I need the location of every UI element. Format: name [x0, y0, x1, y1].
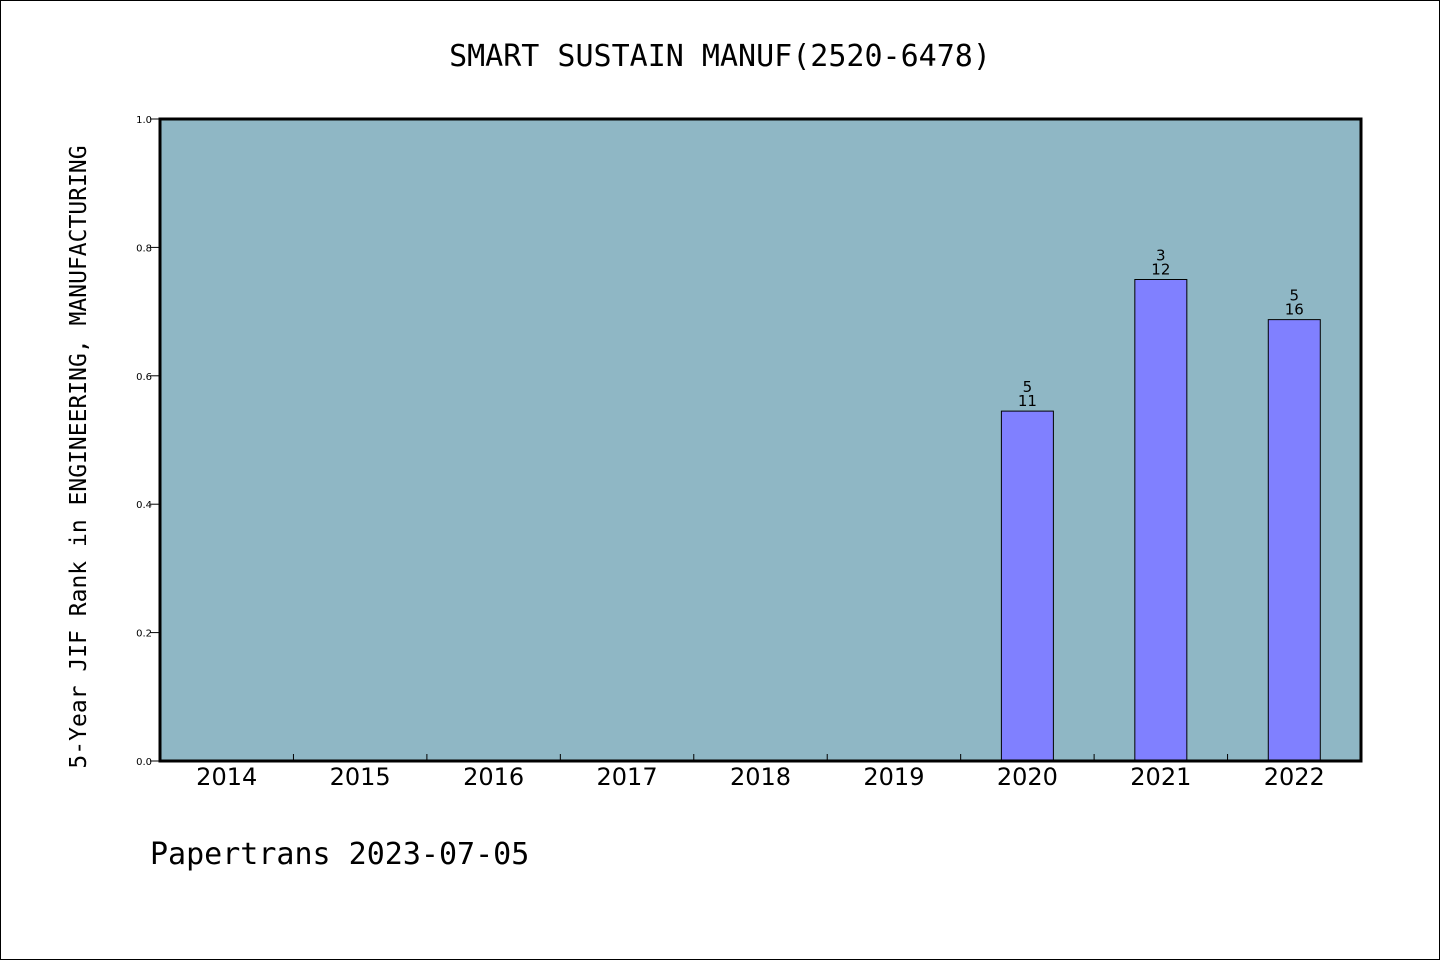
- x-tick-label-2016: 2016: [463, 763, 524, 791]
- x-tick-label-2018: 2018: [730, 763, 791, 791]
- bar-rank-label-2022: 5: [1290, 287, 1300, 305]
- y-tick-label-0.6: 0.6: [136, 372, 152, 383]
- bar-2021: [1134, 279, 1188, 762]
- x-axis-ticks: 2014 2015 2016 2017 2018 2019 2020 2021 2022: [196, 754, 1325, 791]
- x-tick-label-2021: 2021: [1130, 763, 1191, 791]
- x-tick-label-2014: 2014: [196, 763, 257, 791]
- x-tick-label-2019: 2019: [863, 763, 924, 791]
- bar-2022: [1267, 319, 1321, 762]
- bar-rank-label-2020: 5: [1023, 378, 1033, 396]
- y-tick-label-1.0: 1.0: [136, 115, 152, 126]
- x-tick-label-2017: 2017: [597, 763, 658, 791]
- chart-title: SMART SUSTAIN MANUF(2520-6478): [449, 39, 991, 74]
- y-tick-label-0.4: 0.4: [136, 500, 152, 511]
- x-tick-label-2015: 2015: [330, 763, 391, 791]
- bars-group: [1000, 279, 1321, 762]
- y-axis-label: 5-Year JIF Rank in ENGINEERING, MANUFACT…: [66, 145, 92, 768]
- footer-credit: Papertrans 2023-07-05: [150, 837, 529, 872]
- x-tick-label-2022: 2022: [1264, 763, 1325, 791]
- y-tick-label-0.0: 0.0: [136, 757, 152, 768]
- bar-total-label-2021: 12: [1151, 261, 1170, 279]
- bar-total-label-2020: 11: [1018, 392, 1037, 410]
- y-tick-label-0.2: 0.2: [136, 629, 152, 640]
- x-tick-label-2020: 2020: [997, 763, 1058, 791]
- y-axis-ticks: 0.0 0.2 0.4 0.6 0.8 1.0: [136, 115, 160, 768]
- bar-total-label-2022: 16: [1285, 301, 1304, 319]
- bar-2020: [1000, 410, 1054, 762]
- y-tick-label-0.8: 0.8: [136, 243, 152, 254]
- plot-border: [158, 117, 1363, 763]
- bar-rank-label-2021: 3: [1156, 247, 1166, 265]
